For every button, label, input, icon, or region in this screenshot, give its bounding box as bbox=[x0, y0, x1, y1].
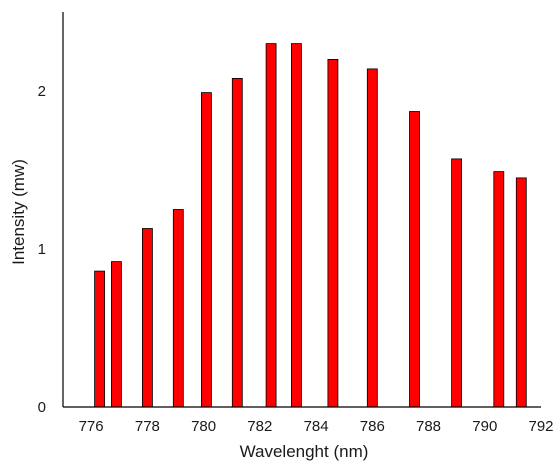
x-tick-label-4: 784 bbox=[304, 418, 329, 435]
x-tick-label-0: 776 bbox=[79, 418, 104, 435]
x-tick-labels: 776 778 780 782 784 786 788 790 792 bbox=[79, 418, 554, 435]
x-tick-label-1: 778 bbox=[135, 418, 160, 435]
bar-1 bbox=[111, 261, 122, 408]
y-axis-title: Intensity (mw) bbox=[9, 159, 28, 265]
x-tick-label-3: 782 bbox=[247, 418, 272, 435]
y-tick-label-0: 0 bbox=[38, 399, 46, 416]
bar-12 bbox=[493, 171, 505, 408]
bar-11 bbox=[451, 158, 463, 408]
bar-7 bbox=[290, 43, 302, 408]
bar-4 bbox=[200, 92, 212, 408]
bars-group bbox=[94, 43, 527, 408]
bar-9 bbox=[366, 68, 378, 408]
x-tick-label-2: 780 bbox=[191, 418, 216, 435]
bar-13 bbox=[515, 177, 527, 408]
y-tick-label-1: 1 bbox=[38, 241, 46, 258]
x-tick-label-6: 788 bbox=[416, 418, 441, 435]
bar-6 bbox=[265, 43, 277, 408]
x-tick-label-8: 792 bbox=[528, 418, 553, 435]
y-tick-label-2: 2 bbox=[38, 83, 46, 100]
y-tick-labels: 0 1 2 bbox=[38, 83, 46, 416]
bar-0 bbox=[94, 270, 105, 408]
bar-10 bbox=[409, 111, 420, 408]
x-tick-label-5: 786 bbox=[360, 418, 385, 435]
bar-3 bbox=[172, 209, 184, 408]
bar-5 bbox=[231, 78, 243, 408]
x-axis-title: Wavelenght (nm) bbox=[240, 442, 369, 461]
x-tick-label-7: 790 bbox=[472, 418, 497, 435]
bar-2 bbox=[141, 228, 153, 408]
bar-8 bbox=[327, 59, 339, 408]
